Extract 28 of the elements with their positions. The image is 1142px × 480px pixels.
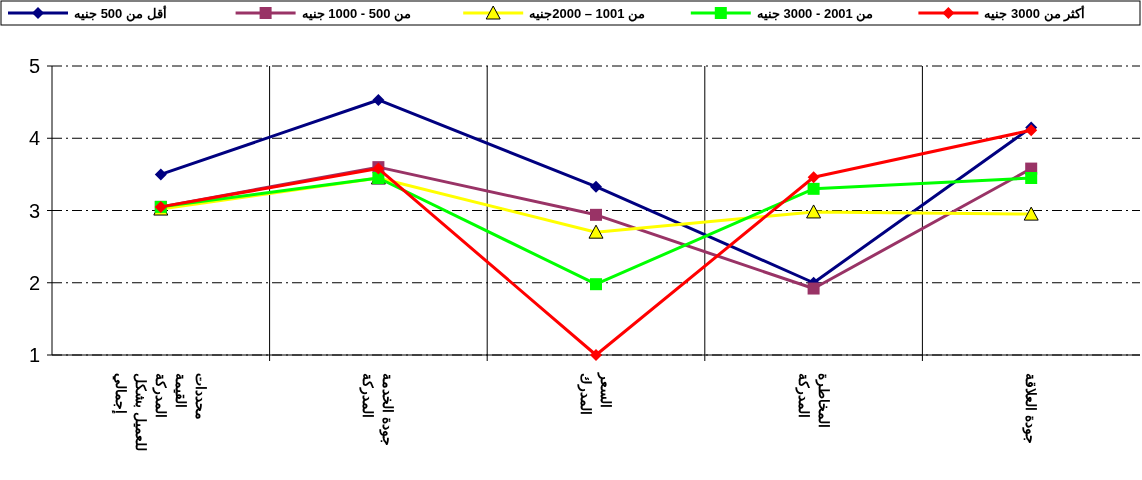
point (807, 182, 820, 195)
point (590, 278, 602, 291)
x-tick-label: محددات القيمة المدركة للعميل بشكل إجمالي (110, 373, 209, 451)
x-tick-label: جودة الخدمة المدركة (359, 373, 397, 446)
x-tick-label: جودة العلاقة (1022, 373, 1040, 444)
y-tick-label: 4 (28, 127, 40, 150)
y-tick-label: 1 (28, 344, 40, 366)
legend-label: من 2001 - 3000 جنيه (756, 6, 874, 22)
point (1023, 206, 1039, 221)
point (588, 224, 604, 239)
point (590, 208, 602, 221)
point (154, 168, 167, 181)
legend-label: من 500 - 1000 جنيه (301, 6, 412, 22)
point (806, 204, 822, 219)
y-tick-label: 5 (28, 55, 40, 77)
y-tick-label: 2 (28, 271, 40, 294)
point (590, 180, 602, 193)
x-tick-label: المخاطرة المدركة (794, 373, 832, 428)
point (372, 93, 385, 106)
point (807, 282, 820, 295)
legend-label: أقل من 500 جنيه (74, 5, 167, 22)
y-tick-label: 3 (28, 199, 40, 222)
point (590, 349, 602, 361)
legend-label: من 1001 – 2000جنيه (529, 6, 646, 22)
legend-label: أكثر من 3000 جنيه (984, 5, 1086, 22)
point (1025, 171, 1038, 184)
point (807, 171, 820, 184)
x-tick-label: السعر المدرك (577, 372, 614, 415)
